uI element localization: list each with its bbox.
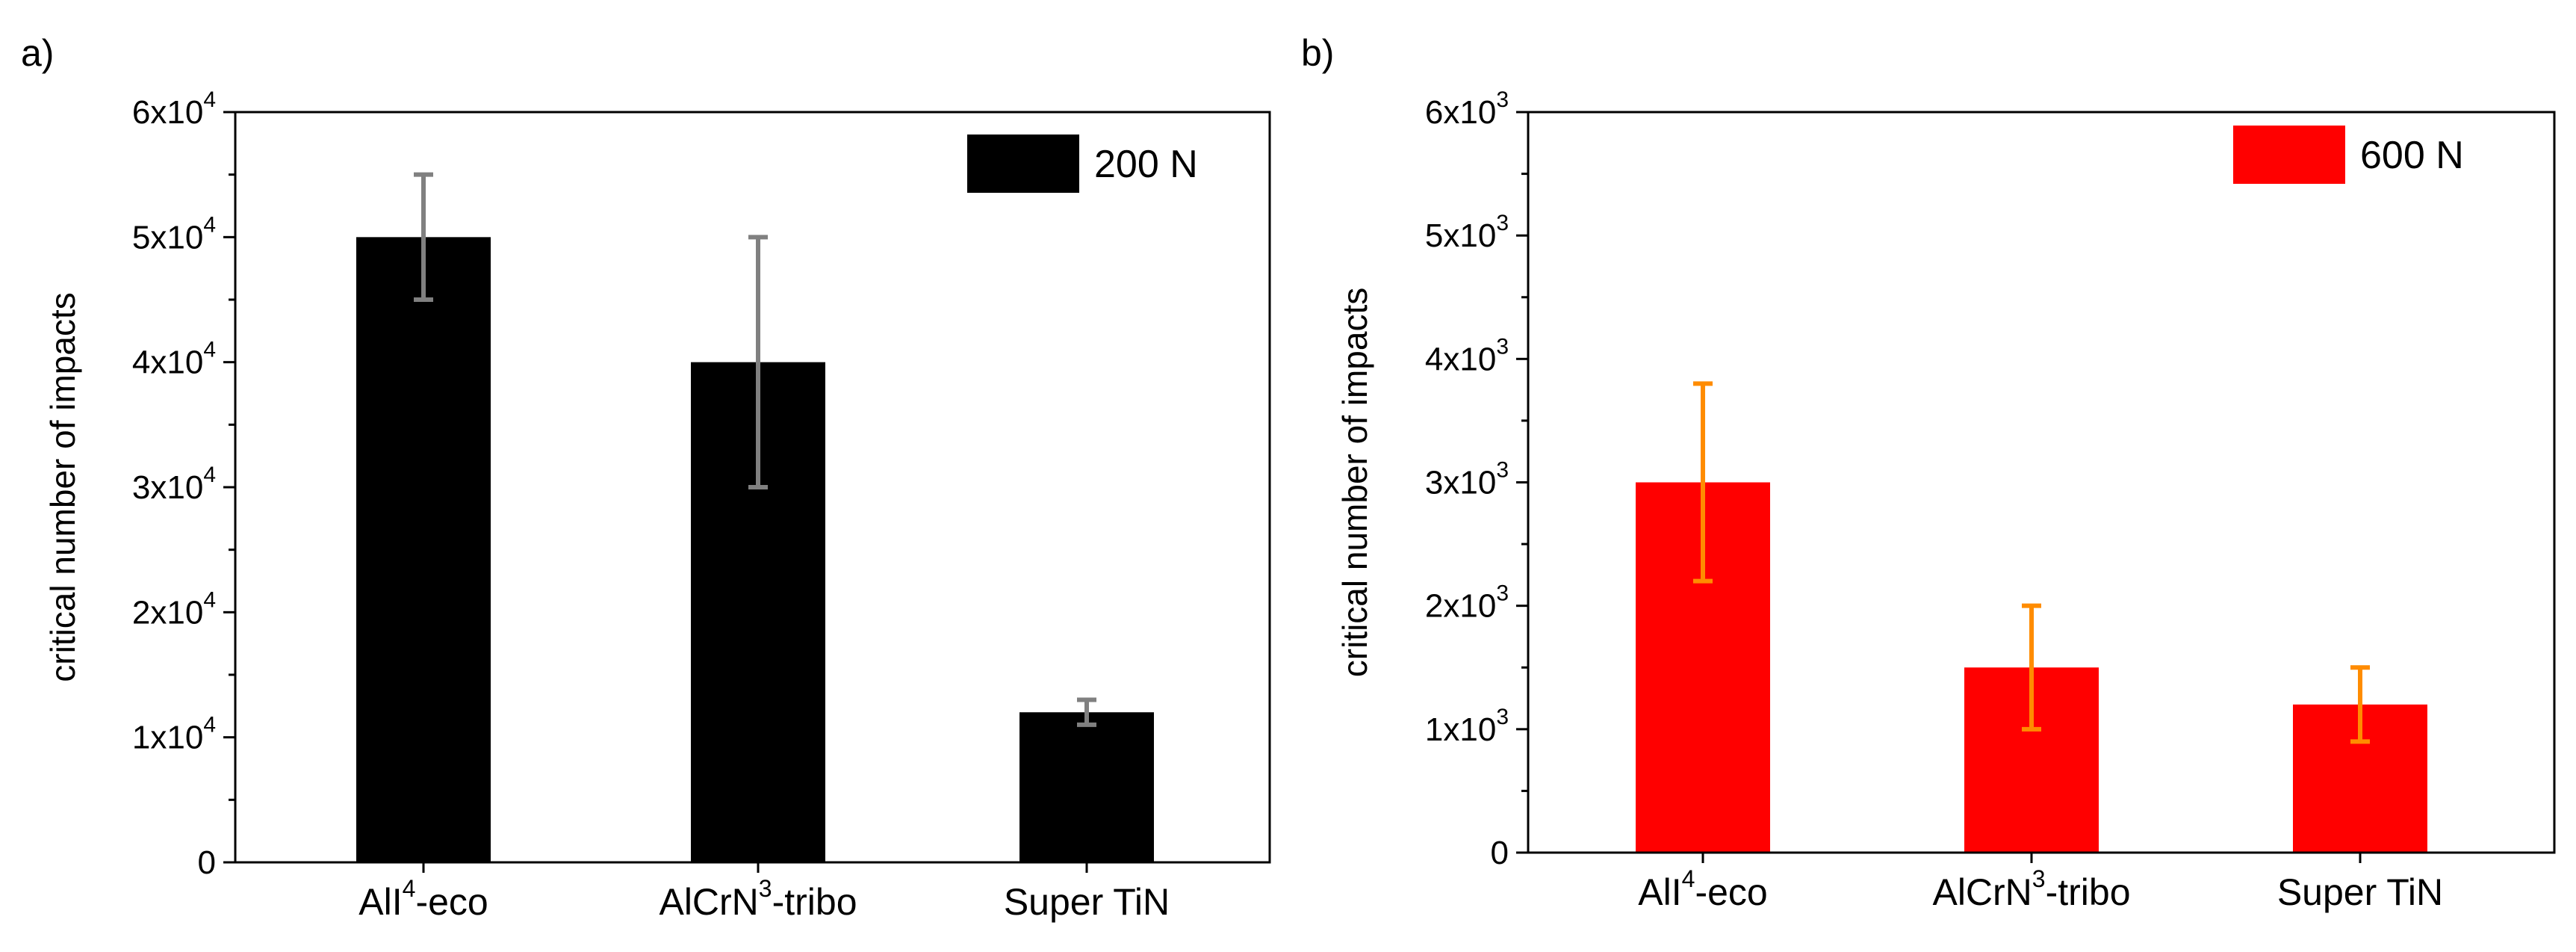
- text-span: 5x10: [1425, 217, 1496, 254]
- text-span: Super TiN: [1004, 881, 1170, 923]
- x-tick-label: AlCrN3-tribo: [1932, 865, 2130, 913]
- text-span: 3: [1496, 581, 1509, 606]
- text-span: 4x10: [1425, 341, 1496, 377]
- error-bar: [2350, 665, 2370, 744]
- legend-label: 200 N: [1094, 143, 1198, 186]
- text-span: 3x10: [1425, 465, 1496, 501]
- text-span: 4: [1682, 865, 1695, 892]
- text-span: AlI: [359, 881, 402, 923]
- text-span: 3: [1496, 87, 1509, 112]
- x-tick-label: Super TiN: [1004, 881, 1170, 923]
- y-tick-label: 5x103: [1425, 211, 1509, 254]
- x-tick-label: AlI4-eco: [359, 875, 488, 923]
- text-span: -tribo: [2046, 871, 2131, 913]
- y-tick-label: 6x103: [1425, 87, 1509, 131]
- text-span: 5x10: [132, 219, 203, 256]
- chart-panel-b: b)01x1032x1033x1034x1035x1036x103AlI4-ec…: [1301, 32, 2556, 913]
- y-tick-label: 1x104: [132, 713, 216, 756]
- text-span: 3: [1496, 458, 1509, 483]
- error-bar: [1077, 697, 1096, 727]
- text-span: 4: [203, 338, 216, 362]
- text-span: 4: [203, 212, 216, 237]
- text-span: 1x10: [1425, 711, 1496, 748]
- text-span: 4: [203, 587, 216, 612]
- panel-label: b): [1301, 32, 1334, 74]
- text-span: 3: [1496, 211, 1509, 235]
- text-span: 3: [2032, 865, 2046, 892]
- bar-super-tin: [1019, 712, 1154, 862]
- legend-swatch: [967, 135, 1079, 193]
- text-span: 3: [1496, 705, 1509, 729]
- text-span: Super TiN: [2277, 871, 2443, 913]
- text-span: 6x10: [1425, 94, 1496, 131]
- text-span: -eco: [1695, 871, 1767, 913]
- text-span: 3: [759, 875, 772, 902]
- text-span: 0: [1491, 835, 1509, 871]
- text-span: 0: [198, 844, 216, 881]
- legend-swatch: [2233, 126, 2345, 184]
- text-span: 4: [203, 463, 216, 487]
- y-axis-label: critical number of impacts: [43, 292, 82, 682]
- legend-label: 600 N: [2360, 134, 2464, 177]
- text-span: AlCrN: [659, 881, 758, 923]
- text-span: AlCrN: [1932, 871, 2032, 913]
- y-tick-label: 0: [1491, 835, 1509, 871]
- text-span: 2x10: [132, 594, 203, 631]
- text-span: AlI: [1638, 871, 1681, 913]
- bar-ali: [356, 237, 491, 862]
- y-tick-label: 6x104: [132, 87, 216, 131]
- y-tick-label: 2x104: [132, 587, 216, 631]
- y-tick-label: 2x103: [1425, 581, 1509, 625]
- text-span: 3x10: [132, 469, 203, 506]
- text-span: -tribo: [772, 881, 857, 923]
- error-bar: [1693, 381, 1713, 584]
- y-tick-label: 3x104: [132, 463, 216, 506]
- chart-panel-a: a)01x1042x1043x1044x1045x1046x104AlI4-ec…: [21, 32, 1271, 923]
- text-span: 3: [1496, 334, 1509, 359]
- y-tick-label: 4x103: [1425, 334, 1509, 377]
- y-tick-label: 3x103: [1425, 458, 1509, 501]
- legend: 600 N: [2233, 126, 2464, 184]
- text-span: 6x10: [132, 94, 203, 131]
- text-span: 1x10: [132, 720, 203, 756]
- y-axis-label: critical number of impacts: [1335, 288, 1374, 678]
- y-tick-label: 5x104: [132, 212, 216, 256]
- text-span: 4: [203, 87, 216, 112]
- panel-label: a): [21, 32, 54, 74]
- text-span: 4: [403, 875, 416, 902]
- y-tick-label: 1x103: [1425, 705, 1509, 748]
- x-tick-label: AlCrN3-tribo: [659, 875, 857, 923]
- text-span: 4: [203, 713, 216, 738]
- error-bar: [748, 235, 768, 489]
- x-tick-label: Super TiN: [2277, 871, 2443, 913]
- text-span: 2x10: [1425, 588, 1496, 625]
- x-tick-label: AlI4-eco: [1638, 865, 1767, 913]
- legend: 200 N: [967, 135, 1198, 193]
- text-span: 4x10: [132, 344, 203, 381]
- text-span: -eco: [415, 881, 488, 923]
- y-tick-label: 4x104: [132, 338, 216, 381]
- error-bar: [414, 172, 433, 302]
- error-bar: [2022, 603, 2041, 732]
- y-tick-label: 0: [198, 844, 216, 881]
